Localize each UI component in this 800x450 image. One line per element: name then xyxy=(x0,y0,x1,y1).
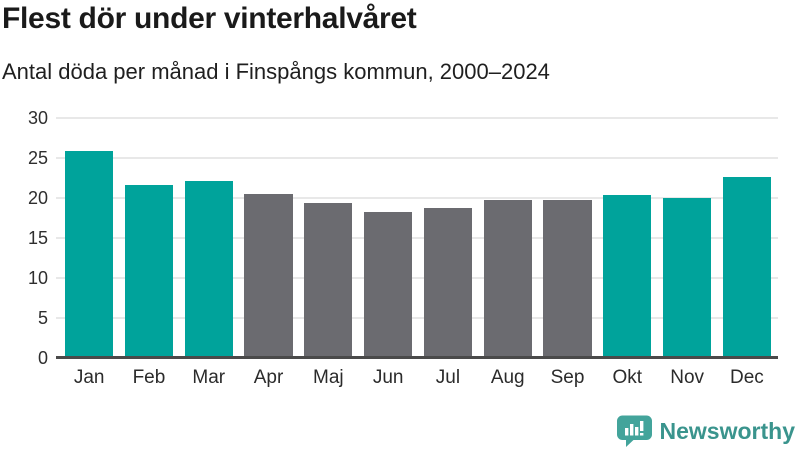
bar-dec xyxy=(722,177,772,358)
newsworthy-logo: Newsworthy xyxy=(616,413,795,449)
gridline-20 xyxy=(56,197,778,199)
x-tick-label-dec: Dec xyxy=(730,367,764,388)
bar-jan xyxy=(65,150,114,358)
bar-jun xyxy=(363,212,413,358)
x-tick-label-okt: Okt xyxy=(612,367,643,388)
x-tick-label-maj: Maj xyxy=(313,367,344,388)
x-tick-label-feb: Feb xyxy=(132,367,166,388)
gridline-5 xyxy=(56,317,778,319)
y-tick-label-15: 15 xyxy=(27,228,48,248)
bar-apr xyxy=(244,194,293,358)
y-tick-label-5: 5 xyxy=(37,308,48,328)
bar-chart: 0 5 10 15 20 25 30 Jan Feb Mar Apr Maj Jun Jul Aug Sep… xyxy=(28,108,778,388)
bar-sep xyxy=(543,199,592,358)
x-axis-line xyxy=(56,356,778,359)
y-tick-label-30: 30 xyxy=(27,108,48,128)
x-tick-label-jan: Jan xyxy=(73,367,105,388)
bar-feb xyxy=(124,185,174,358)
y-tick-label-10: 10 xyxy=(27,268,48,288)
gridline-10 xyxy=(56,277,778,279)
x-tick-label-mar: Mar xyxy=(192,367,226,388)
bar-aug xyxy=(483,199,532,358)
x-tick-label-jun: Jun xyxy=(372,367,404,388)
x-axis-labels: Jan Feb Mar Apr Maj Jun Jul Aug Sep Okt Nov Dec xyxy=(56,367,778,389)
gridline-30 xyxy=(56,117,778,119)
gridline-25 xyxy=(56,157,778,159)
chart-subtitle: Antal döda per månad i Finspångs kommun,… xyxy=(2,59,550,84)
bars xyxy=(56,118,778,358)
newsworthy-logo-text: Newsworthy xyxy=(659,417,795,444)
bar-nov xyxy=(662,198,712,358)
newsworthy-logo-icon xyxy=(616,415,652,447)
bar-okt xyxy=(603,194,652,358)
y-tick-label-0: 0 xyxy=(37,348,48,368)
x-tick-label-sep: Sep xyxy=(550,367,585,388)
y-tick-label-20: 20 xyxy=(27,188,48,208)
x-tick-label-aug: Aug xyxy=(490,367,525,388)
x-tick-label-apr: Apr xyxy=(253,367,284,388)
chart-title: Flest dör under vinterhalvåret xyxy=(2,2,417,35)
bar-maj xyxy=(304,202,353,358)
bar-jul xyxy=(423,207,473,358)
x-tick-label-nov: Nov xyxy=(670,367,705,388)
bar-mar xyxy=(184,181,233,358)
gridline-15 xyxy=(56,237,778,239)
mini-bar-chart-glyph xyxy=(624,421,643,436)
y-tick-label-25: 25 xyxy=(27,148,48,168)
x-tick-label-jul: Jul xyxy=(435,367,461,388)
y-axis-labels: 0 5 10 15 20 25 30 xyxy=(18,108,48,368)
